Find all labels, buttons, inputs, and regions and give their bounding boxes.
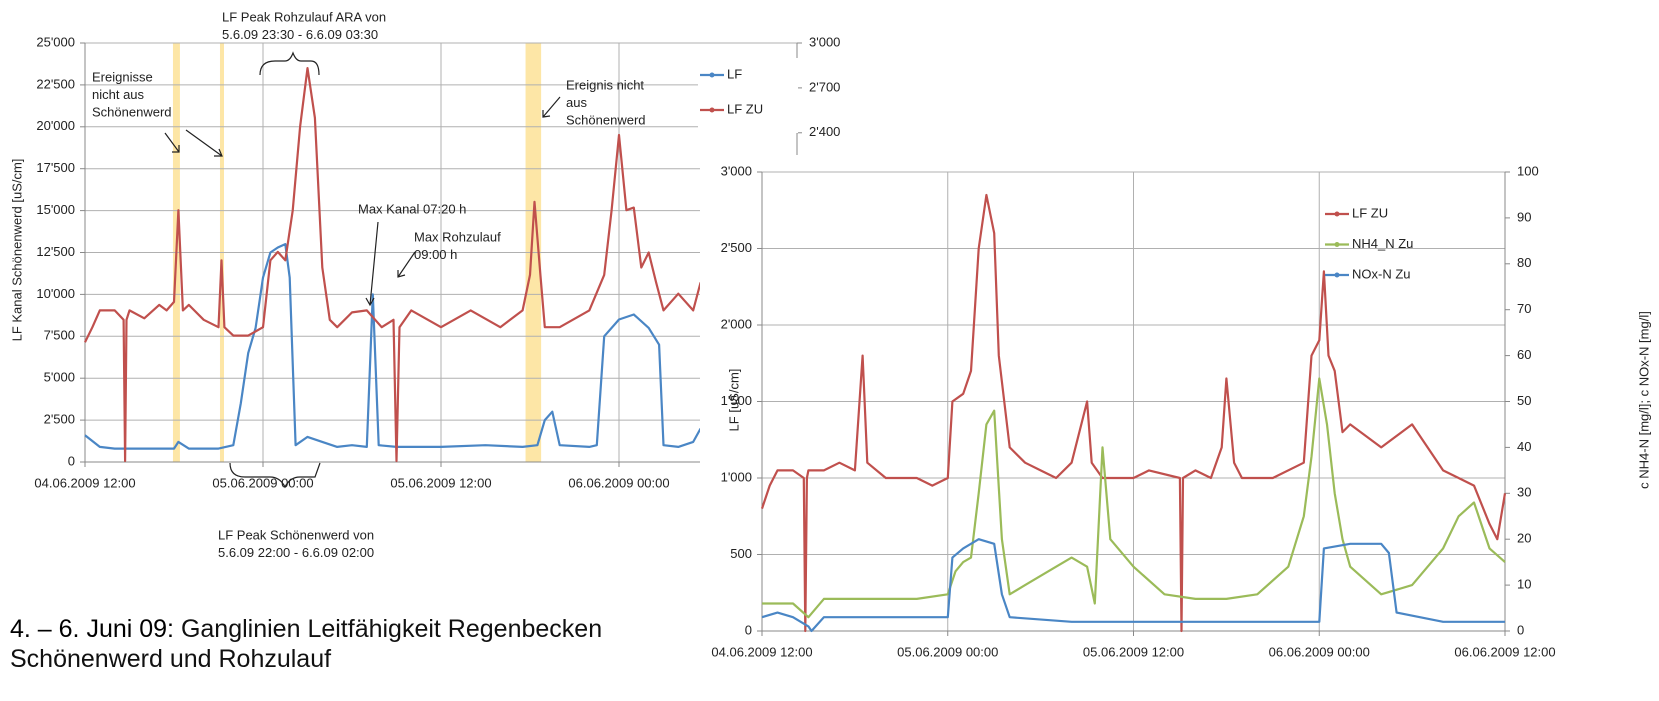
arrow [542,96,561,118]
annotation: 5.6.09 22:00 - 6.6.09 02:00 [218,545,374,560]
y-tick-label: 15'000 [36,202,75,217]
legend-marker [1334,211,1340,217]
arrow [365,221,379,307]
y2-tick-label: 2'700 [809,79,840,94]
x-tick-label: 05.06.2009 12:00 [1083,644,1184,659]
legend-label: NH4_N Zu [1352,236,1413,251]
legend-marker [709,72,715,78]
data-line [762,377,1506,619]
y-tick-label: 2'500 [721,240,752,255]
x-tick-label: 06.06.2009 00:00 [1269,644,1370,659]
x-tick-label: 05.06.2009 12:00 [390,475,491,490]
bracket-bottom [229,462,321,489]
y-tick-label: 2'500 [44,412,75,427]
annotation: LF Peak Rohzulauf ARA von [222,9,386,24]
y-tick-label: 3'000 [721,163,752,178]
annotation: Max Rohzulauf [414,229,501,244]
arrow [185,129,223,157]
annotation: nicht aus [92,87,145,102]
y2-tick-label: 20 [1517,531,1531,546]
caption-bold: 4. – 6. Juni 09: [10,615,175,643]
y2-tick-label: 80 [1517,255,1531,270]
annotation: Ereignisse [92,69,153,84]
annotation: Schönenwerd [92,104,172,119]
y2-tick-label: 40 [1517,439,1531,454]
y-tick-label: 22'500 [36,76,75,91]
arrow [397,251,416,278]
annotation: Ereignis nicht [566,77,644,92]
data-line [760,193,1507,633]
y-tick-label: 12'500 [36,244,75,259]
legend-label: LF ZU [727,101,763,116]
annotation-arrows [164,51,561,489]
data-line [84,67,702,463]
chart: 05001'0001'5002'0002'5003'00004.06.2009 … [700,155,1659,701]
y2-tick-label: 3'000 [809,34,840,49]
x-tick-label: 05.06.2009 00:00 [212,475,313,490]
data-line [84,243,702,450]
y2-tick-label: 30 [1517,485,1531,500]
y-tick-label: 1'500 [721,393,752,408]
chart: 0 2'500 5'000 7'500 10'000 12'500 15'000 17'500… [9,9,840,560]
y2-tick-label: 2'400 [809,124,840,139]
annotation: aus [566,95,587,110]
y2-tick-label: 100 [1517,163,1539,178]
y-axis-label: LF Kanal Schönenwerd [uS/cm] [9,159,24,342]
y-tick-label: 7'500 [44,328,75,343]
annotation: Max Kanal 07:20 h [358,201,466,216]
y-tick-label: 25'000 [36,34,75,49]
y2-tick-label: 60 [1517,347,1531,362]
annotation: Schönenwerd [566,112,646,127]
y-tick-label: 0 [745,622,752,637]
annotation: 09:00 h [414,247,457,262]
y-tick-label: 1'000 [721,469,752,484]
y-tick-label: 20'000 [36,118,75,133]
legend-background [698,58,798,133]
y-tick-label: 0 [68,453,75,468]
data-line [761,538,1505,633]
legend-marker [709,107,715,113]
legend-label: LF ZU [1352,205,1388,220]
x-tick-label: 06.06.2009 12:00 [1454,644,1555,659]
caption: 4. – 6. Juni 09: Ganglinien Leitfähigkei… [10,614,700,674]
annotation: LF Peak Schönenwerd von [218,527,374,542]
arrow [164,132,180,153]
annotation: 5.6.09 23:30 - 6.6.09 03:30 [222,27,378,42]
y2-axis-label: c NH4-N [mg/l]; c NOx-N [mg/l] [1636,311,1651,489]
x-tick-label: 04.06.2009 12:00 [711,644,812,659]
legend-label: NOx-N Zu [1352,266,1411,281]
y2-tick-label: 0 [1517,622,1524,637]
legend-label: LF [727,66,742,81]
y2-tick-label: 50 [1517,393,1531,408]
x-tick-label: 04.06.2009 12:00 [34,475,135,490]
y-tick-label: 500 [730,546,752,561]
y-tick-label: 2'000 [721,316,752,331]
legend-marker [1334,242,1340,247]
y-tick-label: 10'000 [36,286,75,301]
x-tick-label: 05.06.2009 00:00 [897,644,998,659]
x-tick-label: 06.06.2009 00:00 [568,475,669,490]
y2-tick-label: 70 [1517,301,1531,316]
y-tick-label: 5'000 [44,370,75,385]
y2-tick-label: 10 [1517,577,1531,592]
y2-tick-label: 90 [1517,209,1531,224]
chart-background [700,155,1659,701]
y-axis-label: LF [uS/cm] [726,369,741,432]
legend-marker [1334,272,1340,278]
caption-text: Ganglinien Leitfähigkeit Regenbecken Sch… [10,615,603,673]
bracket-top [259,51,320,76]
y-tick-label: 17'500 [36,160,75,175]
